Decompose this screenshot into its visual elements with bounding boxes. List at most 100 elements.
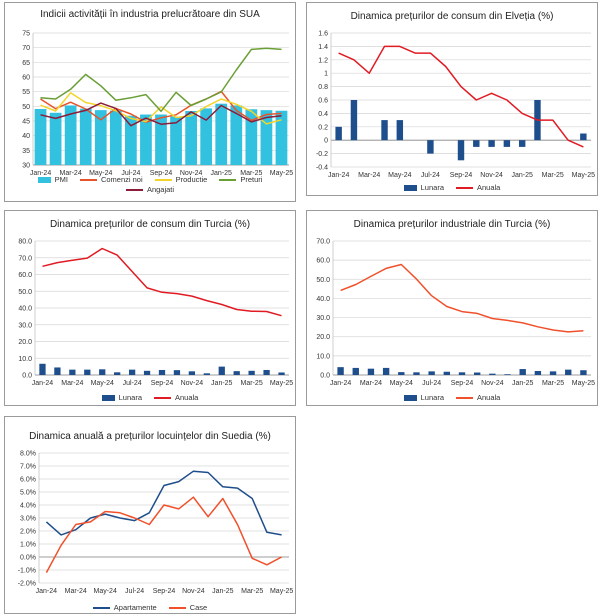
x-tick-label: May-25 — [572, 172, 595, 179]
bar-lunara — [549, 371, 557, 375]
bar-lunara — [337, 367, 344, 375]
chart-title: Dinamica anuală a prețurilor locuințelor… — [29, 431, 271, 442]
x-tick-label: Jan-25 — [211, 380, 233, 387]
bar-lunara — [458, 372, 466, 375]
chart-panel-turcia-consum: Dinamica prețurilor de consum din Turcia… — [4, 210, 296, 406]
legend-label: Productie — [175, 175, 208, 184]
legend-label: Angajati — [146, 185, 175, 194]
y-tick-label: 20.0 — [316, 334, 330, 341]
y-tick-label: 7.0% — [20, 464, 36, 471]
bar-lunara — [565, 369, 572, 375]
bar-lunara — [335, 126, 342, 141]
chart-legend: Lunara Anuala — [307, 393, 597, 403]
bar-pmi — [185, 111, 197, 165]
series-line-productie — [40, 92, 282, 125]
y-tick-label: 0 — [324, 138, 328, 145]
y-tick-label: 0.4 — [318, 111, 328, 118]
bar-lunara — [278, 372, 285, 375]
chart-panel-elvetia: Dinamica prețurilor de consum din Elveți… — [306, 2, 598, 196]
y-tick-label: 40.0 — [316, 296, 330, 303]
x-tick-label: Sep-24 — [451, 380, 474, 387]
bar-lunara — [381, 120, 388, 141]
legend-swatch — [92, 606, 110, 609]
bar-lunara — [473, 140, 480, 147]
x-tick-label: Jan-24 — [30, 170, 52, 177]
legend-swatch — [403, 394, 417, 401]
bar-lunara — [443, 371, 451, 375]
legend-label: Anuala — [477, 183, 501, 192]
bar-pmi — [245, 109, 258, 165]
bar-lunara — [382, 367, 390, 375]
legend-item: Angajati — [125, 185, 175, 194]
x-tick-label: Mar-25 — [241, 588, 263, 595]
chart-svg: 0.0 10.0 20.0 30.0 40.0 50.0 60.0 70.0 80.0 Jan-2… — [18, 239, 293, 388]
x-tick-label: Sep-24 — [151, 380, 174, 387]
legend-label: Comenzi noi — [100, 175, 143, 184]
y-tick-label: 40.0 — [18, 306, 32, 313]
y-tick-label: -2.0% — [18, 581, 36, 588]
bar-lunara — [367, 368, 375, 375]
series-line-apartamente — [45, 470, 282, 536]
bar-lunara — [248, 370, 255, 375]
bar-lunara — [503, 140, 511, 147]
bar-lunara — [54, 367, 61, 375]
chart-title: Dinamica prețurilor de consum din Turcia… — [49, 219, 251, 230]
y-tick-label: 0.0% — [20, 555, 36, 562]
bar-lunara — [158, 369, 166, 375]
legend-label: PMI — [54, 175, 68, 184]
y-tick-label: 35 — [22, 148, 30, 155]
bar-lunara — [233, 371, 240, 375]
legend-swatch — [154, 396, 171, 399]
bar-pmi — [155, 114, 167, 165]
legend-item: PMI — [37, 175, 68, 184]
y-tick-label: -0.2 — [316, 151, 328, 158]
y-tick-label: 2.0% — [20, 529, 36, 536]
legend-item: Productie — [154, 175, 208, 184]
y-tick-label: 0.0 — [320, 373, 330, 380]
x-tick-label: Jan-24 — [330, 380, 352, 387]
legend-label: Preturi — [240, 175, 263, 184]
y-tick-label: 1.0% — [20, 542, 36, 549]
x-tick-label: May-24 — [89, 170, 112, 177]
x-tick-label: Nov-24 — [481, 380, 504, 387]
legend-label: Anuala — [477, 393, 501, 402]
bar-lunara — [473, 372, 481, 375]
x-tick-label: Mar-24 — [65, 588, 87, 595]
y-tick-label: 1.4 — [318, 44, 328, 51]
y-tick-label: 4.0% — [20, 503, 36, 510]
bar-lunara — [352, 367, 359, 375]
x-tick-label: Jan-25 — [512, 380, 534, 387]
y-tick-label: 50.0 — [18, 289, 32, 296]
y-tick-label: 6.0% — [20, 477, 36, 484]
legend-item: Anuala — [456, 183, 500, 192]
y-tick-label: 1.2 — [318, 57, 328, 64]
x-tick-label: Jan-25 — [511, 172, 533, 179]
chart-svg: 30 35 40 45 50 55 60 65 70 75 Jan-24 Mar-24 May-24 Ju… — [22, 31, 293, 178]
bar-lunara — [114, 372, 121, 375]
bar-lunara — [218, 366, 225, 375]
chart-svg: -2.0% -1.0% 0.0% 1.0% 2.0% 3.0% 4.0% 5.0% 6.0% 7.… — [18, 451, 294, 596]
legend-label: Lunara — [118, 393, 142, 402]
bar-lunara — [84, 369, 91, 375]
x-tick-label: Nov-24 — [181, 380, 204, 387]
bar-lunara — [128, 369, 136, 375]
x-tick-label: Jan-24 — [36, 588, 58, 595]
legend-swatch — [37, 176, 51, 183]
bar-pmi — [64, 105, 77, 165]
bar-pmi — [230, 105, 243, 165]
bar-lunara — [173, 370, 181, 375]
bar-lunara — [489, 373, 496, 375]
y-tick-label: 30 — [22, 163, 30, 170]
legend-swatch — [456, 186, 473, 189]
chart-panel-sua: Indicii activității în industria prelucr… — [4, 2, 296, 202]
y-tick-label: 70 — [22, 45, 30, 52]
bar-lunara — [188, 371, 196, 375]
x-tick-label: Mar-24 — [360, 380, 382, 387]
chart-title: Dinamica prețurilor de consum din Elveți… — [350, 11, 554, 22]
bar-pmi — [109, 110, 122, 165]
x-tick-label: Mar-24 — [61, 380, 83, 387]
x-tick-label: Jan-24 — [328, 172, 350, 179]
legend-swatch — [219, 178, 237, 181]
bar-pmi — [49, 112, 62, 165]
bar-lunara — [398, 372, 405, 375]
